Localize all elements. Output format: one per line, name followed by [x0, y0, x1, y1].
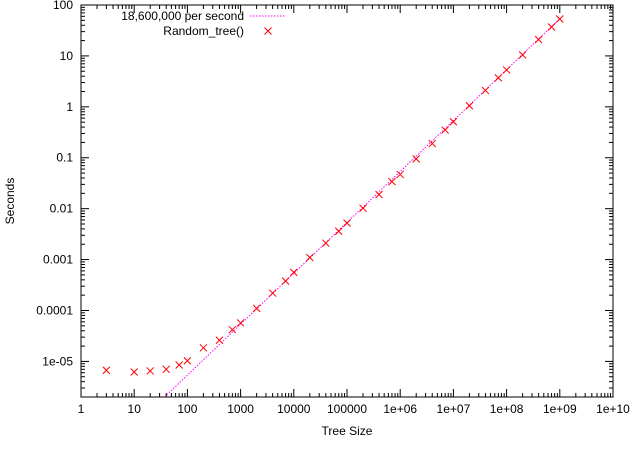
x-tick-label: 1e+06	[383, 402, 417, 416]
data-point	[375, 190, 383, 199]
x-axis: 1 10 100 1000 10000 100000 1e+06 1e+07 1e+08 1e+0…	[78, 5, 630, 416]
data-point	[518, 50, 527, 59]
y-tick-label: 0.0001	[36, 303, 73, 317]
data-point	[359, 204, 367, 213]
data-point	[130, 368, 139, 376]
legend-label-fit-line: 18,600,000 per second	[121, 9, 244, 23]
x-tick-label: 1e+09	[543, 402, 577, 416]
data-point	[289, 268, 298, 277]
data-point	[102, 366, 111, 375]
data-point	[175, 361, 184, 369]
data-point	[465, 101, 474, 110]
plot-area	[102, 15, 564, 398]
y-tick-label: 10	[60, 49, 74, 63]
data-point	[183, 356, 192, 365]
y-tick-label: 0.001	[43, 253, 73, 267]
data-point	[281, 277, 290, 285]
data-point	[215, 336, 224, 345]
y-tick-label: 1e-05	[42, 354, 73, 368]
data-point	[534, 35, 543, 44]
y-tick-label: 1	[66, 100, 73, 114]
x-tick-label: 1000	[227, 402, 254, 416]
y-tick-label: 0.01	[50, 202, 74, 216]
data-point	[321, 239, 330, 248]
x-tick-label: 1	[78, 402, 85, 416]
data-point	[199, 343, 208, 352]
data-point	[502, 66, 511, 74]
data-point	[268, 289, 277, 297]
x-tick-label: 1e+07	[437, 402, 471, 416]
data-point	[555, 15, 564, 23]
data-point	[305, 253, 314, 262]
x-tick-label: 1e+08	[490, 402, 524, 416]
x-tick-label: 10000	[277, 402, 311, 416]
x-tick-label: 1e+10	[596, 402, 630, 416]
legend-swatch-random-tree	[264, 27, 272, 35]
data-point	[494, 74, 503, 82]
y-tick-label: 100	[53, 0, 73, 12]
data-point	[162, 365, 171, 374]
data-point	[428, 139, 437, 148]
plot-frame-group	[80, 4, 614, 398]
x-axis-label: Tree Size	[322, 424, 373, 438]
data-point	[334, 227, 343, 236]
data-point	[481, 86, 490, 95]
legend-label-random-tree: Random_tree()	[163, 24, 244, 38]
data-point	[441, 126, 450, 134]
data-point	[412, 155, 421, 163]
data-point	[252, 304, 261, 313]
data-point	[547, 23, 556, 31]
x-tick-label: 100000	[327, 402, 367, 416]
data-point	[228, 325, 237, 334]
y-axis-label: Seconds	[3, 178, 17, 225]
x-tick-label: 10	[128, 402, 142, 416]
data-point	[343, 219, 351, 227]
x-tick-label: 100	[177, 402, 197, 416]
y-axis: 1e-05 0.0001 0.001 0.01 0.1 1 10 100	[36, 0, 613, 398]
data-point	[396, 170, 405, 179]
data-point	[449, 117, 458, 126]
data-point	[236, 319, 245, 327]
plot-frame	[80, 4, 614, 398]
y-tick-label: 0.1	[56, 151, 73, 165]
data-point	[146, 367, 155, 375]
data-point	[388, 177, 396, 186]
